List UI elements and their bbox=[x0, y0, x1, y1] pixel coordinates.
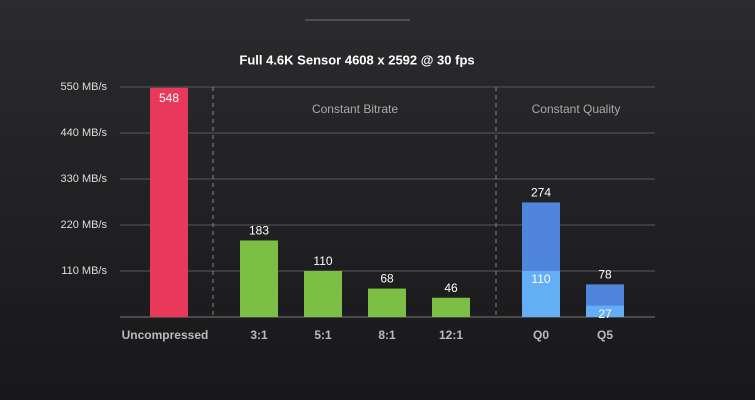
bar bbox=[240, 240, 278, 317]
y-tick-label: 330 MB/s bbox=[61, 173, 108, 185]
inner-value-label: 27 bbox=[598, 307, 612, 321]
inner-bar bbox=[586, 305, 624, 317]
x-tick-label: 8:1 bbox=[378, 328, 396, 342]
bar bbox=[150, 87, 188, 317]
value-label: 548 bbox=[159, 91, 179, 105]
x-tick-label: 5:1 bbox=[314, 328, 332, 342]
y-tick-label: 110 MB/s bbox=[61, 265, 107, 277]
bar bbox=[368, 288, 406, 317]
group-label: Constant Bitrate bbox=[312, 102, 398, 116]
bar bbox=[432, 297, 470, 317]
group-label: Constant Quality bbox=[532, 102, 621, 116]
x-tick-label: 3:1 bbox=[250, 328, 268, 342]
y-tick-label: 220 MB/s bbox=[61, 219, 108, 231]
value-label: 78 bbox=[598, 268, 612, 282]
x-tick-label: Q0 bbox=[533, 328, 549, 342]
chart-title: Full 4.6K Sensor 4608 x 2592 @ 30 fps bbox=[239, 52, 474, 67]
inner-value-label: 110 bbox=[531, 272, 550, 286]
y-tick-label: 440 MB/s bbox=[61, 127, 108, 139]
inner-bar bbox=[522, 271, 560, 317]
x-tick-label: 12:1 bbox=[439, 328, 463, 342]
y-tick-label: 550 MB/s bbox=[61, 81, 108, 93]
value-label: 183 bbox=[249, 224, 269, 238]
value-label: 46 bbox=[444, 281, 458, 295]
x-tick-label: Uncompressed bbox=[122, 328, 209, 342]
bar bbox=[304, 271, 342, 317]
value-label: 68 bbox=[380, 272, 394, 286]
value-label: 110 bbox=[313, 254, 332, 268]
value-label: 274 bbox=[531, 186, 551, 200]
x-tick-label: Q5 bbox=[597, 328, 613, 342]
